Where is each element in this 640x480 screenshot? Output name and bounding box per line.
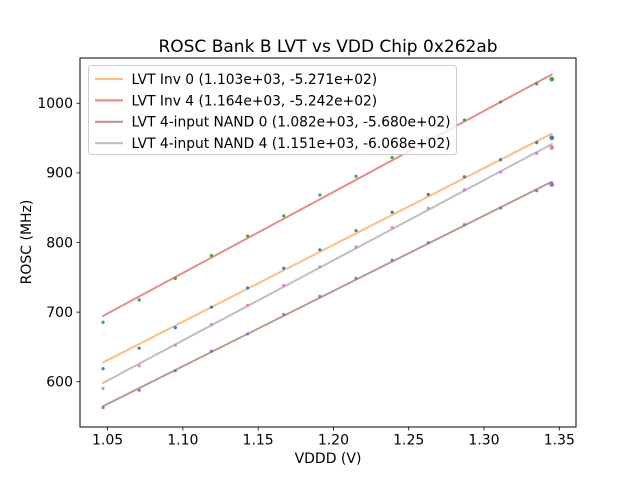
data-point [462,175,467,179]
legend-label: LVT 4-input NAND 4 (1.151e+03, -6.068e+0… [132,136,451,152]
x-tick-label: 1.10 [167,433,198,449]
y-tick-label: 900 [46,166,73,182]
data-point [173,326,177,330]
legend-label: LVT Inv 0 (1.103e+03, -5.271e+02) [132,72,378,88]
y-tick-label: 800 [46,235,73,251]
x-tick-label: 1.35 [544,433,575,449]
data-point [101,386,105,391]
data-point [535,141,539,145]
y-tick-label: 600 [46,375,73,391]
data-point [535,189,539,193]
y-tick-label: 700 [46,305,73,321]
data-point [282,266,286,270]
data-point [282,283,286,287]
data-point [245,332,250,336]
fit-line [102,132,553,364]
x-tick-label: 1.30 [468,433,499,449]
data-point [390,210,394,214]
legend-label: LVT 4-input NAND 0 (1.082e+03, -5.680e+0… [132,115,451,131]
data-point [462,223,467,227]
x-axis-label: VDDD (V) [294,451,362,467]
fit-line [102,73,553,317]
data-point [354,245,358,249]
y-axis-label: ROSC (MHz) [19,199,35,285]
x-tick-label: 1.15 [243,433,274,449]
data-point [318,248,322,252]
x-tick-label: 1.25 [393,433,424,449]
chart-title: ROSC Bank B LVT vs VDD Chip 0x262ab [158,37,498,57]
data-point [137,346,141,350]
data-point [282,312,286,317]
legend-label: LVT Inv 4 (1.164e+03, -5.242e+02) [132,93,378,109]
data-point [173,276,177,281]
axes-spines [79,57,577,428]
data-point [426,241,430,245]
data-point [137,298,141,302]
data-point [462,188,467,192]
data-point [318,265,322,269]
data-point [354,174,358,178]
data-point [137,364,141,368]
data-point [549,182,555,187]
data-point [245,303,250,307]
data-point [137,388,141,392]
data-point [549,145,555,150]
data-point [390,226,394,230]
data-point [535,151,539,156]
data-point [498,170,503,174]
data-point [426,206,430,210]
fit-line [102,143,553,384]
data-point [101,367,105,371]
x-tick-label: 1.20 [318,433,349,449]
data-point [535,82,539,86]
y-tick-label: 1000 [37,96,73,112]
data-point [245,234,250,238]
x-tick-label: 1.05 [92,433,123,449]
data-point [498,100,503,104]
data-point [318,193,322,197]
data-point [209,322,214,327]
data-point [209,349,214,353]
data-point [173,369,177,373]
fit-line [102,180,553,408]
data-point [354,229,358,233]
data-point [318,294,322,298]
data-point [390,155,394,160]
data-point [209,305,214,309]
data-point [101,405,105,410]
data-point [209,253,214,258]
legend-box [88,65,457,155]
data-point [354,276,358,280]
data-point [462,118,467,122]
data-point [549,76,555,82]
data-point [498,206,503,210]
data-point [245,286,250,290]
data-point [101,320,105,324]
data-point [173,343,177,347]
data-point [498,158,503,162]
data-point [549,135,555,141]
data-point [426,192,430,197]
data-point [390,258,394,262]
data-point [282,214,286,218]
